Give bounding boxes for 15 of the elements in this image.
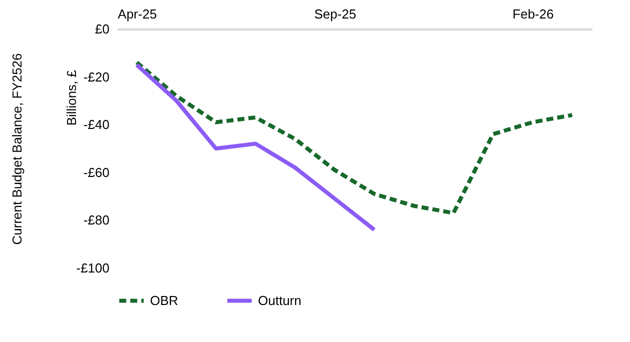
line-series xyxy=(134,60,574,216)
text: Billions, £ xyxy=(64,70,79,126)
legend-label: OBR xyxy=(150,292,178,308)
x-tick-label: Sep-25 xyxy=(314,6,356,22)
y-tick-label: £0 xyxy=(95,22,110,36)
y-tick-label: -£100 xyxy=(76,260,110,276)
y-tick-label: -£60 xyxy=(83,164,110,180)
y-tick-label: -£40 xyxy=(83,117,110,132)
x-tick-label: Apr-25 xyxy=(118,6,157,22)
y-axis-title: Current Budget Balance, FY2526 xyxy=(9,53,24,245)
legend-label: Outturn xyxy=(258,292,302,308)
line-series xyxy=(134,62,376,232)
x-tick-label: Feb-26 xyxy=(512,6,554,22)
y-tick-label: -£20 xyxy=(83,69,110,84)
y-tick-label: -£80 xyxy=(83,212,110,228)
